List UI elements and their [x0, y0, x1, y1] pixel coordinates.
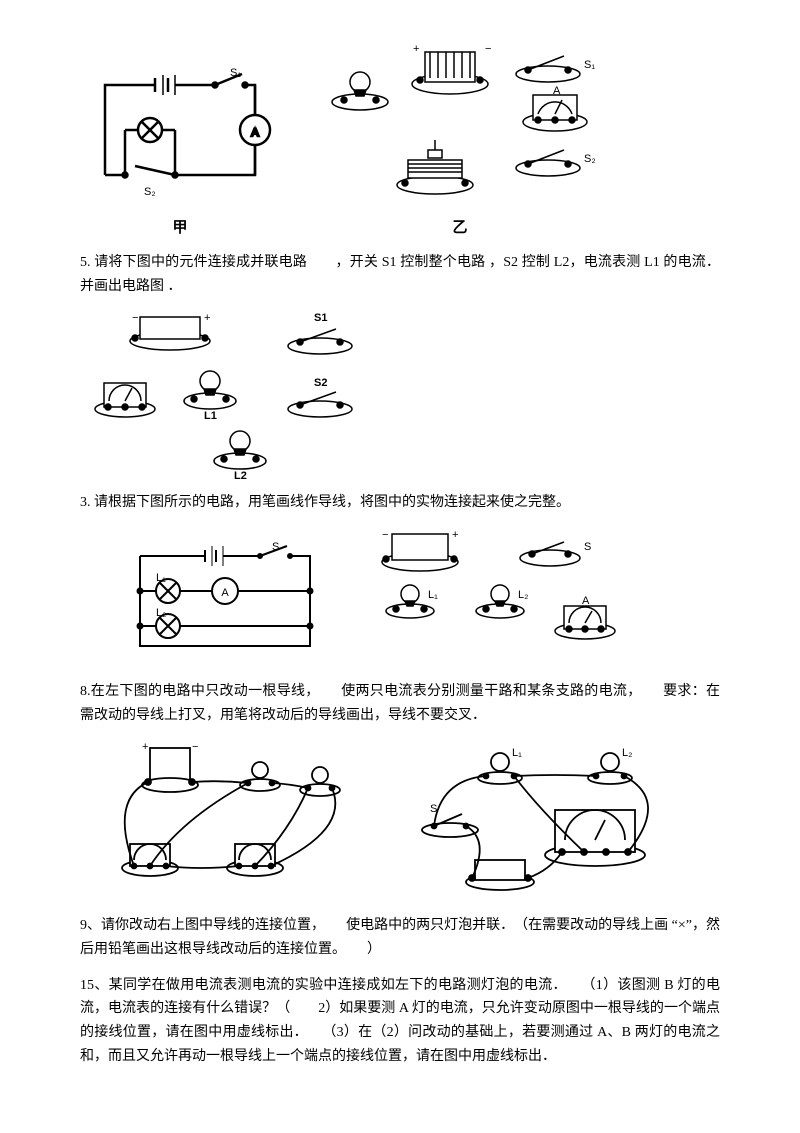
- q5-plus: +: [204, 312, 210, 324]
- q3r-S: S: [584, 541, 591, 553]
- circuit-jia-svg: A S₁ S₂: [80, 60, 280, 210]
- q3-S: S: [272, 541, 279, 553]
- question-15: 15、某同学在做用电流表测电流的实验中连接成如左下的电路测灯泡的电流． （1）该…: [80, 974, 720, 1069]
- q8r-L2: L₂: [622, 747, 632, 759]
- q3r-plus: +: [452, 529, 458, 541]
- q3r-L1: L₁: [428, 589, 438, 601]
- q3-physical: − + S L₁ L₂: [350, 526, 630, 666]
- ammeter-label: A: [251, 127, 259, 139]
- q5-svg: − + S1 L1 S2: [80, 311, 420, 481]
- q8r-L1: L₁: [512, 747, 522, 759]
- q5-minus: −: [132, 312, 138, 324]
- question-9: 9、请你改动右上图中导线的连接位置， 使电路中的两只灯泡并联． （在需要改动的导…: [80, 914, 720, 962]
- figure-q3-right: − + S L₁ L₂: [350, 526, 630, 666]
- question-8: 8.在左下图的电路中只改动一根导线， 使两只电流表分别测量干路和某条支路的电流，…: [80, 680, 720, 728]
- q3-L1: L₁: [156, 572, 166, 584]
- yi-s2: S₂: [584, 153, 596, 165]
- figure-row-q8: + −: [80, 740, 720, 900]
- q3r-A: A: [582, 595, 590, 607]
- figure-jia: A S₁ S₂ 甲: [80, 60, 280, 237]
- components-yi-svg: + − S₁ A: [300, 40, 620, 210]
- figure-q3-left: A L₁ L₂ S: [120, 536, 330, 666]
- q8l-plus: +: [142, 741, 148, 753]
- q8-left-svg: + −: [80, 740, 370, 900]
- q8l-minus: −: [192, 741, 198, 753]
- question-5: 5. 请将下图中的元件连接成并联电路 ，开关 S1 控制整个电路 ，S2 控制 …: [80, 251, 720, 299]
- question-3: 3. 请根据下图所示的电路，用笔画线作导线，将图中的实物连接起来使之完整。: [80, 491, 720, 515]
- figure-row-q3: A L₁ L₂ S − +: [80, 526, 720, 666]
- q3-A: A: [221, 587, 229, 599]
- figure-q5: − + S1 L1 S2: [80, 311, 720, 481]
- q5-s2: S2: [314, 377, 327, 389]
- figure-q8-right: L₁ L₂ S: [390, 740, 700, 900]
- figure-q8-left: + −: [80, 740, 370, 900]
- yi-minus: −: [485, 43, 491, 55]
- figure-row-top: A S₁ S₂ 甲: [80, 40, 720, 237]
- yi-s1: S₁: [584, 59, 595, 71]
- q3r-L2: L₂: [518, 589, 528, 601]
- q5-s1: S1: [314, 312, 327, 324]
- label-s1: S₁: [230, 67, 241, 79]
- figure-yi: + − S₁ A: [300, 40, 620, 237]
- caption-jia: 甲: [80, 216, 280, 237]
- yi-plus: +: [413, 43, 419, 55]
- q5-l1: L1: [204, 410, 217, 422]
- q3r-minus: −: [382, 529, 388, 541]
- yi-A: A: [553, 85, 561, 97]
- q8-right-svg: L₁ L₂ S: [390, 740, 700, 900]
- q3-L2: L₂: [156, 607, 166, 619]
- q5-l2: L2: [234, 470, 247, 481]
- q3-schematic: A L₁ L₂ S: [120, 536, 330, 666]
- caption-yi: 乙: [300, 216, 620, 237]
- label-s2: S₂: [144, 186, 156, 198]
